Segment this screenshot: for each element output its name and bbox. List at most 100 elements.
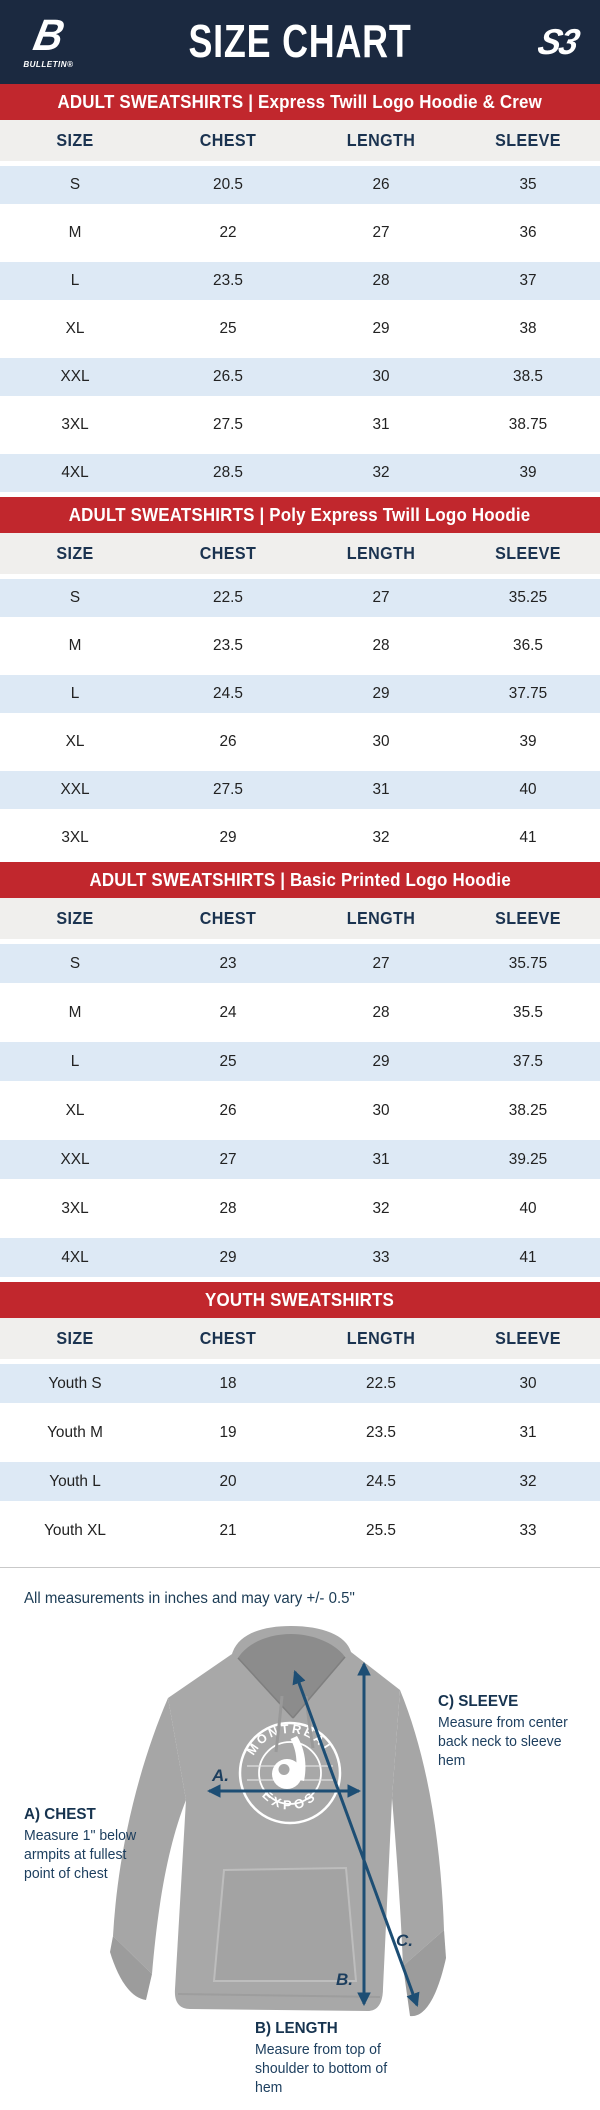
left-cuff [110,1936,152,2000]
cell-size: 4XL [61,1248,89,1266]
column-header-chest: CHEST [199,1328,257,1348]
table-row: S 22.5 27 35.25 [0,574,600,622]
cell-chest: 26.5 [213,368,243,385]
table-row: S 20.5 26 35 [0,161,600,209]
table-row: 3XL 27.5 31 38.75 [0,401,600,449]
cell-size: XXL [60,368,90,385]
cell-length: 30 [372,1101,390,1119]
cell-sleeve: 40 [519,1199,537,1217]
column-header-chest: CHEST [199,130,257,150]
cell-size: L [70,685,80,702]
cell-sleeve: 32 [519,1472,537,1490]
length-measure-desc: Measure from top of shoulder to bottom o… [255,2042,388,2097]
cell-length: 24.5 [366,1472,396,1490]
cell-size: XXL [60,1150,90,1168]
table-row: M 23.5 28 36.5 [0,622,600,670]
cell-chest: 25 [219,1052,237,1070]
column-header-length: LENGTH [346,908,416,928]
length-measure-note: B) LENGTH Measure from top of shoulder t… [255,2020,415,2098]
cell-sleeve: 36 [519,224,537,241]
table-row: Youth XL 21 25.5 33 [0,1506,600,1555]
cell-size: 3XL [61,829,89,846]
cell-sleeve: 38.75 [508,416,548,433]
hoodie-illustration: MONTRÉAL EXPOS [110,1626,446,2017]
section-banner-label: ADULT SWEATSHIRTS | Express Twill Logo H… [57,91,543,112]
section-youth: YOUTH SWEATSHIRTS SIZE CHEST LENGTH SLEE… [0,1282,600,1555]
section-banner: YOUTH SWEATSHIRTS [0,1282,600,1318]
sleeve-arrow [292,1670,420,2007]
cell-sleeve: 30 [519,1374,537,1392]
cell-length: 31 [372,1150,390,1168]
measurement-diagram-section: All measurements in inches and may vary … [0,1567,600,2110]
size-table: S 22.5 27 35.25 M 23.5 28 36.5 L 24.5 29 [0,574,600,862]
cell-length: 31 [372,416,390,433]
cell-size: XL [65,733,85,750]
table-row: 4XL 28.5 32 39 [0,449,600,497]
cell-chest: 18 [219,1374,237,1392]
cell-sleeve: 37.75 [508,685,548,702]
cell-chest: 25 [219,320,237,337]
cell-size: S [69,954,81,972]
cell-chest: 28 [219,1199,237,1217]
section-poly-express-twill: ADULT SWEATSHIRTS | Poly Express Twill L… [0,497,600,862]
cell-chest: 23.5 [213,272,243,289]
bulletin-logo: B BULLETIN® [22,11,75,69]
cell-size: 3XL [61,416,89,433]
section-express-twill: ADULT SWEATSHIRTS | Express Twill Logo H… [0,84,600,497]
cell-length: 22.5 [366,1374,396,1392]
cell-length: 32 [372,1199,390,1217]
cell-chest: 20 [219,1472,237,1490]
cell-size: 4XL [61,464,89,481]
cell-sleeve: 39 [519,733,537,750]
column-header-sleeve: SLEEVE [495,130,561,150]
cell-sleeve: 38.5 [513,368,543,385]
cell-length: 32 [372,829,390,846]
size-table: S 23 27 35.75 M 24 28 35.5 L 25 29 37.5 [0,939,600,1282]
section-banner-label: ADULT SWEATSHIRTS | Basic Printed Logo H… [89,869,511,890]
column-header-sleeve: SLEEVE [495,908,561,928]
cell-chest: 26 [219,1101,237,1119]
table-row: Youth M 19 23.5 31 [0,1408,600,1457]
table-header-row: SIZE CHEST LENGTH SLEEVE [0,1318,600,1359]
cell-size: Youth S [48,1374,102,1392]
marker-b-label: B. [336,1970,353,1989]
cell-size: M [68,637,82,654]
cell-length: 32 [372,464,390,481]
cell-chest: 27.5 [213,781,243,798]
table-row: 3XL 28 32 40 [0,1184,600,1233]
cell-chest: 23 [219,954,237,972]
cell-size: M [68,1003,82,1021]
cell-length: 33 [372,1248,390,1266]
section-basic-printed: ADULT SWEATSHIRTS | Basic Printed Logo H… [0,862,600,1282]
cell-length: 29 [372,685,390,702]
cell-chest: 24 [219,1003,237,1021]
table-row: Youth S 18 22.5 30 [0,1359,600,1408]
table-row: M 24 28 35.5 [0,988,600,1037]
section-banner-label: ADULT SWEATSHIRTS | Poly Express Twill L… [69,504,531,525]
cell-sleeve: 35.75 [508,954,548,972]
chest-measure-title: A) CHEST [24,1806,96,1823]
hoodie-diagram: MONTRÉAL EXPOS [110,1626,446,2017]
cell-size: XL [65,1101,85,1119]
sleeve-measure-title: C) SLEEVE [438,1693,519,1710]
cell-size: XL [65,320,85,337]
cell-length: 30 [372,733,390,750]
cell-length: 29 [372,320,390,337]
cell-sleeve: 38.25 [508,1101,548,1119]
table-row: L 23.5 28 37 [0,257,600,305]
cell-length: 27 [372,224,390,241]
sleeve-measure-note: C) SLEEVE Measure from center back neck … [438,1693,590,1771]
column-header-chest: CHEST [199,543,257,563]
marker-c-label: C. [396,1931,413,1950]
cell-chest: 24.5 [213,685,243,702]
cell-chest: 19 [219,1423,237,1441]
size-table: S 20.5 26 35 M 22 27 36 L 23.5 28 37 [0,161,600,497]
cell-sleeve: 35.5 [513,1003,543,1021]
cell-sleeve: 35.25 [508,589,548,606]
table-row: L 25 29 37.5 [0,1037,600,1086]
table-row: S 23 27 35.75 [0,939,600,988]
chest-measure-note: A) CHEST Measure 1" below armpits at ful… [24,1806,150,1884]
cell-length: 29 [372,1052,390,1070]
cell-length: 25.5 [366,1521,396,1539]
